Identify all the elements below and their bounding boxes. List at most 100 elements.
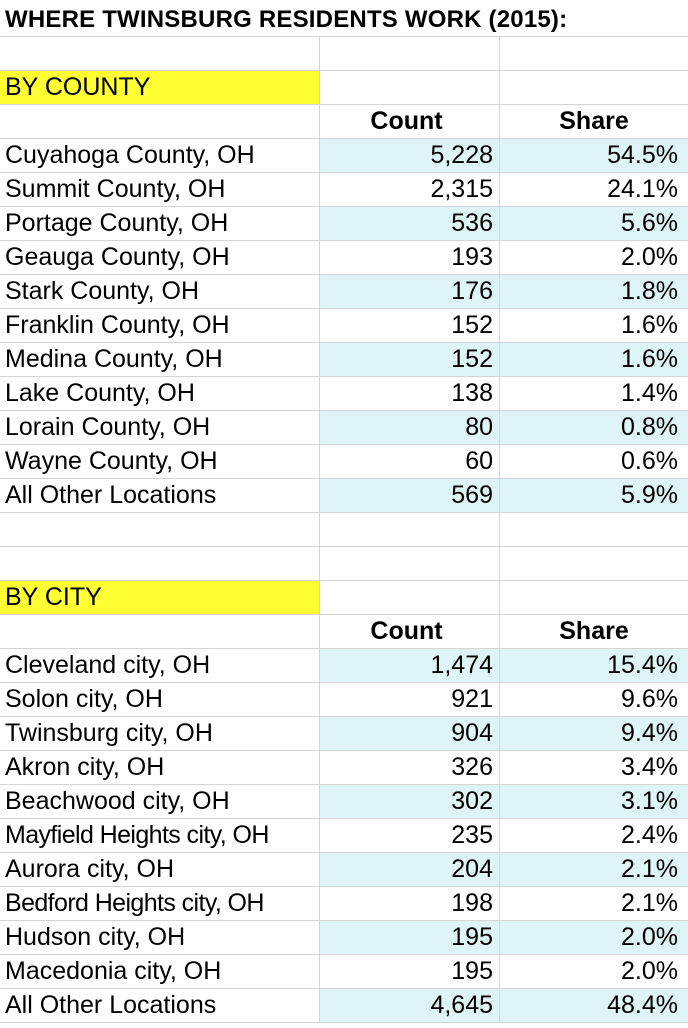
county-count-cell[interactable]: 138 [320,377,500,410]
county-name-cell[interactable]: Portage County, OH [0,207,320,240]
city-share-cell[interactable]: 2.1% [500,853,688,886]
county-count-cell[interactable]: 536 [320,207,500,240]
count-header[interactable]: Count [320,615,500,648]
county-share-cell[interactable]: 1.8% [500,275,688,308]
county-name-cell[interactable]: Franklin County, OH [0,309,320,342]
county-row: Medina County, OH 152 1.6% [0,343,688,377]
county-name-cell[interactable]: Wayne County, OH [0,445,320,478]
empty-cell[interactable] [320,547,500,580]
city-count-cell[interactable]: 195 [320,921,500,954]
city-section-label[interactable]: BY CITY [0,581,320,614]
city-count-cell[interactable]: 1,474 [320,649,500,682]
city-name-cell[interactable]: Solon city, OH [0,683,320,716]
county-count-cell[interactable]: 193 [320,241,500,274]
city-section-row: BY CITY [0,581,688,615]
city-row: Bedford Heights city, OH 198 2.1% [0,887,688,921]
empty-cell[interactable] [0,513,320,546]
city-count-cell[interactable]: 235 [320,819,500,852]
county-share-cell[interactable]: 5.9% [500,479,688,512]
county-section-label[interactable]: BY COUNTY [0,71,320,104]
city-name-cell[interactable]: Mayfield Heights city, OH [0,819,320,852]
county-name-cell[interactable]: Lake County, OH [0,377,320,410]
city-row: Mayfield Heights city, OH 235 2.4% [0,819,688,853]
county-share-cell[interactable]: 2.0% [621,243,678,271]
city-share-cell[interactable]: 9.6% [621,685,678,713]
city-name-cell[interactable]: Beachwood city, OH [0,785,320,818]
empty-cell[interactable] [320,71,500,104]
sheet-title[interactable]: WHERE TWINSBURG RESIDENTS WORK (2015): [5,5,568,33]
city-count-cell[interactable]: 195 [320,955,500,988]
county-name-cell[interactable]: All Other Locations [0,479,320,512]
city-name-cell[interactable]: Cleveland city, OH [0,649,320,682]
city-name-cell[interactable]: Aurora city, OH [0,853,320,886]
county-name-cell[interactable]: Geauga County, OH [0,241,320,274]
county-count-cell[interactable]: 152 [320,343,500,376]
county-count-cell[interactable]: 176 [320,275,500,308]
county-row: All Other Locations 569 5.9% [0,479,688,513]
city-name-cell[interactable]: Bedford Heights city, OH [0,887,320,920]
empty-cell[interactable] [500,581,688,614]
city-name-cell[interactable]: Macedonia city, OH [0,955,320,988]
county-count-cell[interactable]: 5,228 [320,139,500,172]
city-count-cell[interactable]: 302 [320,785,500,818]
city-name-cell[interactable]: All Other Locations [0,989,320,1022]
county-name-cell[interactable]: Stark County, OH [0,275,320,308]
county-share-cell[interactable]: 1.6% [500,343,688,376]
empty-cell[interactable] [0,615,320,648]
city-share-cell[interactable]: 48.4% [500,989,688,1022]
county-row: Geauga County, OH 193 2.0% [0,241,688,275]
county-share-cell[interactable]: 0.6% [621,447,678,475]
county-name-cell[interactable]: Lorain County, OH [0,411,320,444]
empty-cell[interactable] [500,71,688,104]
city-share-cell[interactable]: 2.0% [500,921,688,954]
city-count-cell[interactable]: 921 [320,683,500,716]
city-share-cell[interactable]: 2.1% [621,889,678,917]
city-row: Akron city, OH 326 3.4% [0,751,688,785]
city-name-cell[interactable]: Hudson city, OH [0,921,320,954]
county-share-cell[interactable]: 54.5% [500,139,688,172]
empty-cell[interactable] [320,37,500,70]
city-share-cell[interactable]: 3.4% [621,753,678,781]
share-header[interactable]: Share [559,617,629,645]
empty-cell[interactable] [500,37,688,70]
city-count-cell[interactable]: 204 [320,853,500,886]
city-share-cell[interactable]: 2.4% [621,821,678,849]
empty-cell[interactable] [320,513,500,546]
city-count-cell[interactable]: 904 [320,717,500,750]
county-name-cell[interactable]: Summit County, OH [0,173,320,206]
county-row: Lake County, OH 138 1.4% [0,377,688,411]
county-count-cell[interactable]: 152 [320,309,500,342]
empty-cell[interactable] [500,513,688,546]
county-share-cell[interactable]: 24.1% [607,175,678,203]
empty-cell[interactable] [0,547,320,580]
county-share-cell[interactable]: 0.8% [500,411,688,444]
city-count-cell[interactable]: 4,645 [320,989,500,1022]
city-row: Hudson city, OH 195 2.0% [0,921,688,955]
county-share-cell[interactable]: 1.6% [621,311,678,339]
city-name-cell[interactable]: Akron city, OH [0,751,320,784]
city-share-cell[interactable]: 9.4% [500,717,688,750]
blank-row [0,513,688,547]
county-count-cell[interactable]: 569 [320,479,500,512]
count-header[interactable]: Count [320,105,500,138]
empty-cell[interactable] [500,547,688,580]
city-share-cell[interactable]: 3.1% [500,785,688,818]
county-share-cell[interactable]: 1.4% [621,379,678,407]
county-share-cell[interactable]: 5.6% [500,207,688,240]
share-header[interactable]: Share [559,107,629,135]
empty-cell[interactable] [320,581,500,614]
city-name-cell[interactable]: Twinsburg city, OH [0,717,320,750]
county-count-cell[interactable]: 2,315 [320,173,500,206]
empty-cell[interactable] [0,37,320,70]
county-name-cell[interactable]: Cuyahoga County, OH [0,139,320,172]
county-count-cell[interactable]: 60 [320,445,500,478]
city-share-cell[interactable]: 15.4% [500,649,688,682]
city-share-cell[interactable]: 2.0% [621,957,678,985]
county-count-cell[interactable]: 80 [320,411,500,444]
county-name-cell[interactable]: Medina County, OH [0,343,320,376]
city-count-cell[interactable]: 326 [320,751,500,784]
city-count-cell[interactable]: 198 [320,887,500,920]
empty-cell[interactable] [0,105,320,138]
city-header-row: Count Share [0,615,688,649]
